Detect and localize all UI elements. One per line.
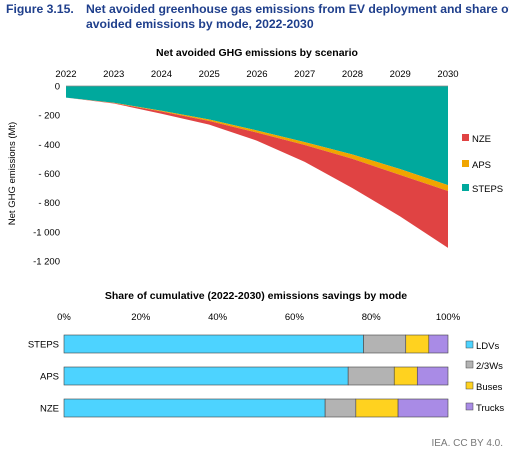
y-tick-label-6: -1 200 — [33, 257, 60, 268]
bar-nze-trucks — [397, 398, 449, 418]
x-tick-label-2025: 2025 — [199, 69, 220, 80]
legend-label-buses: Buses — [476, 382, 503, 393]
figure-title-line1: Net avoided greenhouse gas emissions fro… — [86, 2, 509, 16]
legend-swatch-buses — [465, 381, 474, 390]
x-tick-label-pct-80: 80% — [362, 312, 382, 323]
y-tick-label-0: 0 — [55, 82, 60, 93]
x-tick-label-2029: 2029 — [390, 69, 411, 80]
category-label-nze: NZE — [40, 404, 59, 415]
x-tick-label-2030: 2030 — [437, 69, 458, 80]
legend-swatch-ldvs — [465, 340, 474, 349]
legend-label-steps: STEPS — [472, 184, 503, 195]
legend-label-aps: APS — [472, 160, 491, 171]
series-area-nze — [66, 97, 448, 248]
legend-swatch-trucks — [465, 402, 474, 411]
bar-steps-buses — [405, 334, 430, 354]
x-tick-label-2024: 2024 — [151, 69, 172, 80]
bar-steps-trucks — [428, 334, 449, 354]
x-tick-label-pct-100: 100% — [436, 312, 461, 323]
legend-label-trucks: Trucks — [476, 403, 504, 414]
figure-title: Figure 3.15. Net avoided greenhouse gas e… — [6, 2, 509, 32]
y-axis-label: Net GHG emissions (Mt) — [7, 122, 18, 225]
legend-swatch-2-3ws — [465, 360, 474, 369]
bar-aps-buses — [393, 366, 418, 386]
area-chart-title: Net avoided GHG emissions by scenario — [156, 47, 358, 59]
y-tick-label-4: - 800 — [38, 198, 60, 209]
legend-swatch-steps — [462, 184, 469, 191]
bar-steps-2-3ws — [363, 334, 407, 354]
bar-chart-title: Share of cumulative (2022-2030) emission… — [105, 290, 407, 302]
y-tick-label-1: - 200 — [38, 111, 60, 122]
x-tick-label-2027: 2027 — [294, 69, 315, 80]
figure-label: Figure 3.15. — [6, 2, 74, 16]
series-area-steps — [66, 86, 448, 186]
x-tick-label-pct-0: 0% — [57, 312, 71, 323]
x-tick-label-2028: 2028 — [342, 69, 363, 80]
bar-aps-2-3ws — [347, 366, 395, 386]
x-tick-label-pct-60: 60% — [285, 312, 305, 323]
category-label-steps: STEPS — [28, 340, 59, 351]
bar-nze-ldvs — [63, 398, 326, 418]
bar-aps-trucks — [416, 366, 449, 386]
legend-swatch-aps — [462, 160, 469, 167]
y-tick-label-2: - 400 — [38, 140, 60, 151]
y-tick-label-3: - 600 — [38, 169, 60, 180]
bar-steps-ldvs — [63, 334, 364, 354]
x-tick-label-2023: 2023 — [103, 69, 124, 80]
bar-nze-2-3ws — [324, 398, 357, 418]
x-tick-label-2026: 2026 — [246, 69, 267, 80]
legend-label-nze: NZE — [472, 134, 491, 145]
y-tick-label-5: -1 000 — [33, 227, 60, 238]
legend-swatch-nze — [462, 134, 469, 141]
credit-text: IEA. CC BY 4.0. — [431, 438, 503, 449]
legend-label-ldvs: LDVs — [476, 341, 499, 352]
x-tick-label-pct-40: 40% — [208, 312, 228, 323]
bar-nze-buses — [355, 398, 399, 418]
x-tick-label-2022: 2022 — [55, 69, 76, 80]
category-label-aps: APS — [40, 372, 59, 383]
figure-title-line2: avoided emissions by mode, 2022-2030 — [86, 17, 314, 31]
x-tick-label-pct-20: 20% — [131, 312, 151, 323]
bar-aps-ldvs — [63, 366, 349, 386]
legend-label-2-3ws: 2/3Ws — [476, 361, 503, 372]
